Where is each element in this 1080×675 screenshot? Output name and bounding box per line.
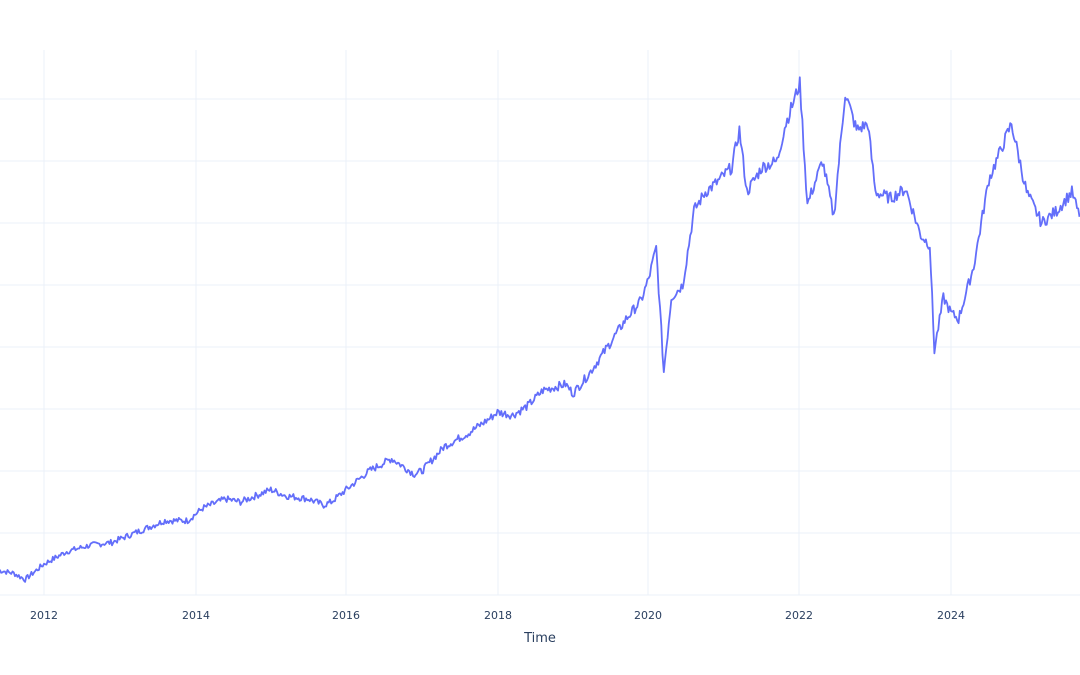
x-gridlines [43, 50, 952, 595]
x-tick-label: 2016 [332, 609, 360, 622]
x-axis-title: Time [523, 631, 556, 646]
plot-area[interactable] [0, 76, 1080, 583]
x-tick-label: 2022 [785, 609, 813, 622]
y-gridlines [0, 98, 1080, 596]
x-tick-label: 2014 [182, 609, 210, 622]
x-axis-ticks: 2012 2014 2016 2018 2020 2022 2024 [30, 609, 965, 622]
series-line [0, 76, 1080, 583]
x-tick-label: 2018 [484, 609, 512, 622]
x-tick-label: 2012 [30, 609, 58, 622]
x-tick-label: 2020 [634, 609, 662, 622]
x-tick-label: 2024 [937, 609, 965, 622]
